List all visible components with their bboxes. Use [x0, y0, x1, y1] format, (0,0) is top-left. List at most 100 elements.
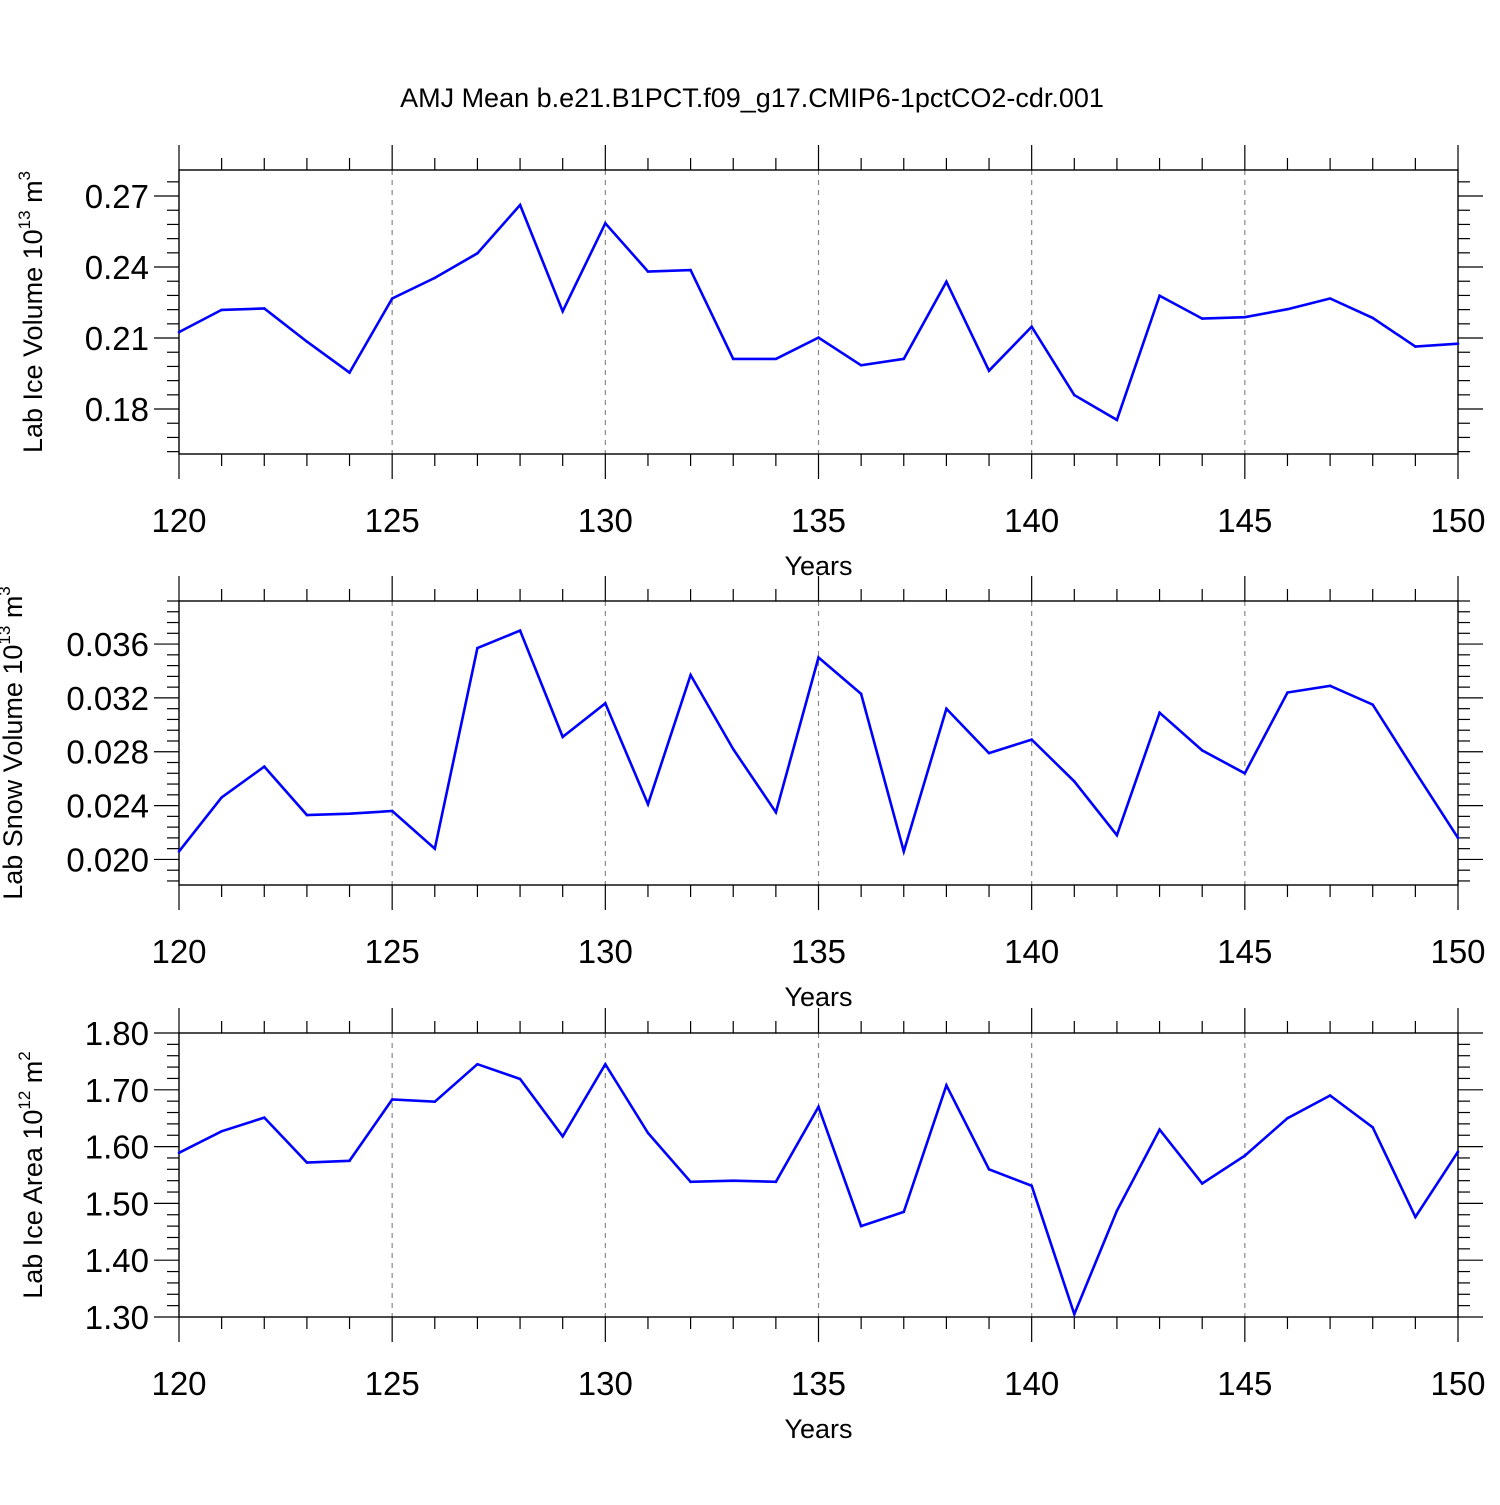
y-axis-label-unit: m [0, 596, 28, 626]
data-point [987, 751, 991, 755]
data-point [177, 330, 181, 334]
data-point [262, 1116, 266, 1119]
y-axis-label: Lab Snow Volume 1013 m3 [0, 586, 28, 900]
data-point [987, 1168, 991, 1171]
panels: 120 125 130 135 140 145 150 0.18 0.21 0.24 0.27 Yea… [0, 145, 1486, 1444]
data-point [817, 656, 820, 659]
panel-1: 120 125 130 135 140 145 1500.180.210.240.27Yea… [15, 145, 1486, 581]
data-point [1115, 1209, 1119, 1213]
x-tick-label: 125 [365, 1365, 420, 1402]
data-point [1371, 1125, 1375, 1129]
y-tick-label: 0.032 [66, 680, 149, 717]
x-tick-label: 120 [151, 933, 206, 970]
x-tick-label: 140 [1004, 502, 1059, 539]
data-point [859, 1224, 863, 1228]
data-point [945, 280, 948, 284]
data-point [1414, 770, 1417, 774]
data-point [1243, 1154, 1247, 1157]
data-point [1073, 780, 1076, 783]
data-point [1158, 1128, 1161, 1131]
data-point [1371, 316, 1375, 320]
data-point [987, 369, 991, 372]
x-tick-label: 120 [151, 1365, 206, 1402]
data-point [1286, 307, 1289, 311]
data-point [689, 268, 692, 272]
data-point [305, 1161, 309, 1164]
data-point [561, 735, 564, 739]
data-point [1200, 749, 1204, 752]
data-point [476, 646, 479, 650]
data-point [774, 811, 778, 814]
data-point [604, 701, 607, 705]
data-point [305, 813, 309, 817]
data-point [1414, 345, 1417, 348]
x-axis-label: Years [784, 1414, 852, 1444]
data-point [1158, 294, 1161, 297]
data-point [220, 308, 223, 312]
data-point [262, 765, 266, 768]
y-tick-label: 1.70 [85, 1072, 149, 1109]
data-point [731, 357, 735, 361]
data-point [689, 673, 692, 677]
data-point [1115, 833, 1119, 837]
data-point [646, 1131, 650, 1135]
y-axis-label: Lab Ice Volume 1013 m3 [15, 171, 48, 453]
y-tick-label: 0.024 [66, 788, 149, 825]
y-axis-label: Lab Ice Area 1012 m2 [15, 1051, 48, 1299]
y-axis-label-exponent: 12 [15, 1091, 34, 1110]
data-point [817, 1105, 820, 1109]
data-point [1200, 1182, 1204, 1185]
data-point [1328, 684, 1332, 688]
data-point [1030, 1184, 1033, 1188]
y-tick-label: 1.50 [85, 1185, 149, 1222]
data-point [1456, 342, 1460, 346]
x-tick-label: 150 [1430, 933, 1485, 970]
data-point [1456, 836, 1460, 840]
x-tick-label: 145 [1217, 1365, 1272, 1402]
data-point [604, 1062, 607, 1066]
data-point [177, 1151, 181, 1155]
y-tick-label: 0.24 [85, 249, 149, 286]
data-point [1073, 1312, 1076, 1316]
data-point [390, 809, 394, 813]
data-point [476, 252, 479, 255]
data-point [177, 850, 181, 853]
x-tick-label: 145 [1217, 933, 1272, 970]
data-point [433, 276, 437, 280]
data-point [902, 1210, 906, 1214]
x-tick-label: 120 [151, 502, 206, 539]
data-point [390, 297, 394, 300]
data-point [774, 1180, 778, 1184]
x-tick-label: 145 [1217, 502, 1272, 539]
data-point [433, 1100, 437, 1104]
x-tick-label: 125 [365, 502, 420, 539]
y-tick-label: 1.30 [85, 1299, 149, 1336]
y-tick-label: 0.020 [66, 841, 149, 878]
data-point [817, 336, 820, 339]
data-point [262, 307, 266, 310]
y-tick-label: 0.27 [85, 178, 149, 215]
y-axis-label-text: Lab Ice Volume 10 [18, 229, 48, 453]
x-tick-label: 150 [1430, 1365, 1485, 1402]
data-point [518, 203, 522, 207]
x-tick-label: 125 [365, 933, 420, 970]
data-point [902, 357, 906, 361]
data-point [476, 1062, 479, 1066]
data-point [1328, 297, 1332, 300]
y-axis-label-unit-exponent: 3 [15, 171, 34, 180]
data-point [1030, 325, 1033, 328]
y-tick-label: 0.21 [85, 320, 149, 357]
data-point [220, 796, 223, 799]
data-point [859, 363, 863, 367]
data-point [1456, 1150, 1460, 1154]
data-point [305, 340, 309, 343]
y-axis-label-unit: m [18, 1061, 48, 1091]
data-point [731, 1179, 735, 1182]
data-point [731, 747, 735, 751]
data-point [945, 1083, 948, 1087]
y-tick-label: 0.18 [85, 391, 149, 428]
x-tick-label: 130 [578, 933, 633, 970]
data-point [1371, 703, 1375, 706]
data-point [348, 371, 351, 374]
